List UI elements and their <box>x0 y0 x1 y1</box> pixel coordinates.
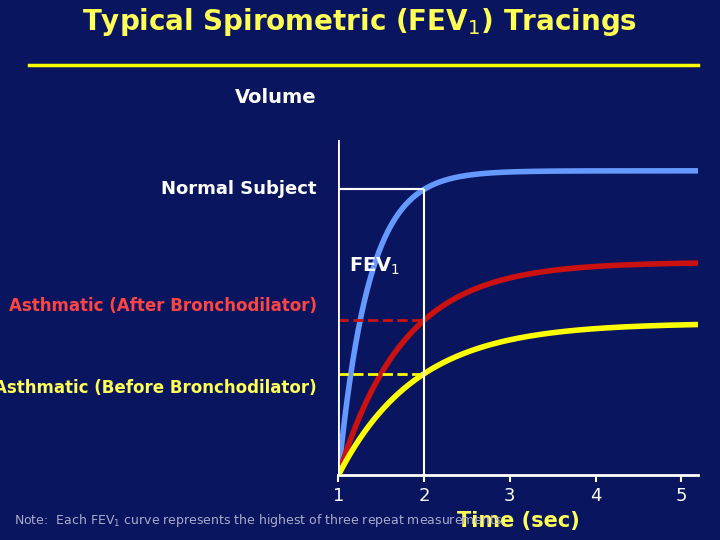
Text: FEV$_1$: FEV$_1$ <box>349 255 400 276</box>
Text: Normal Subject: Normal Subject <box>161 180 317 198</box>
Text: Typical Spirometric (FEV$_1$) Tracings: Typical Spirometric (FEV$_1$) Tracings <box>83 6 637 38</box>
Text: Note:  Each FEV$_1$ curve represents the highest of three repeat measurements: Note: Each FEV$_1$ curve represents the … <box>14 512 503 529</box>
Text: Asthmatic (Before Bronchodilator): Asthmatic (Before Bronchodilator) <box>0 379 317 397</box>
X-axis label: Time (sec): Time (sec) <box>457 510 580 531</box>
Text: Volume: Volume <box>235 87 317 107</box>
Text: Asthmatic (After Bronchodilator): Asthmatic (After Bronchodilator) <box>9 297 317 315</box>
